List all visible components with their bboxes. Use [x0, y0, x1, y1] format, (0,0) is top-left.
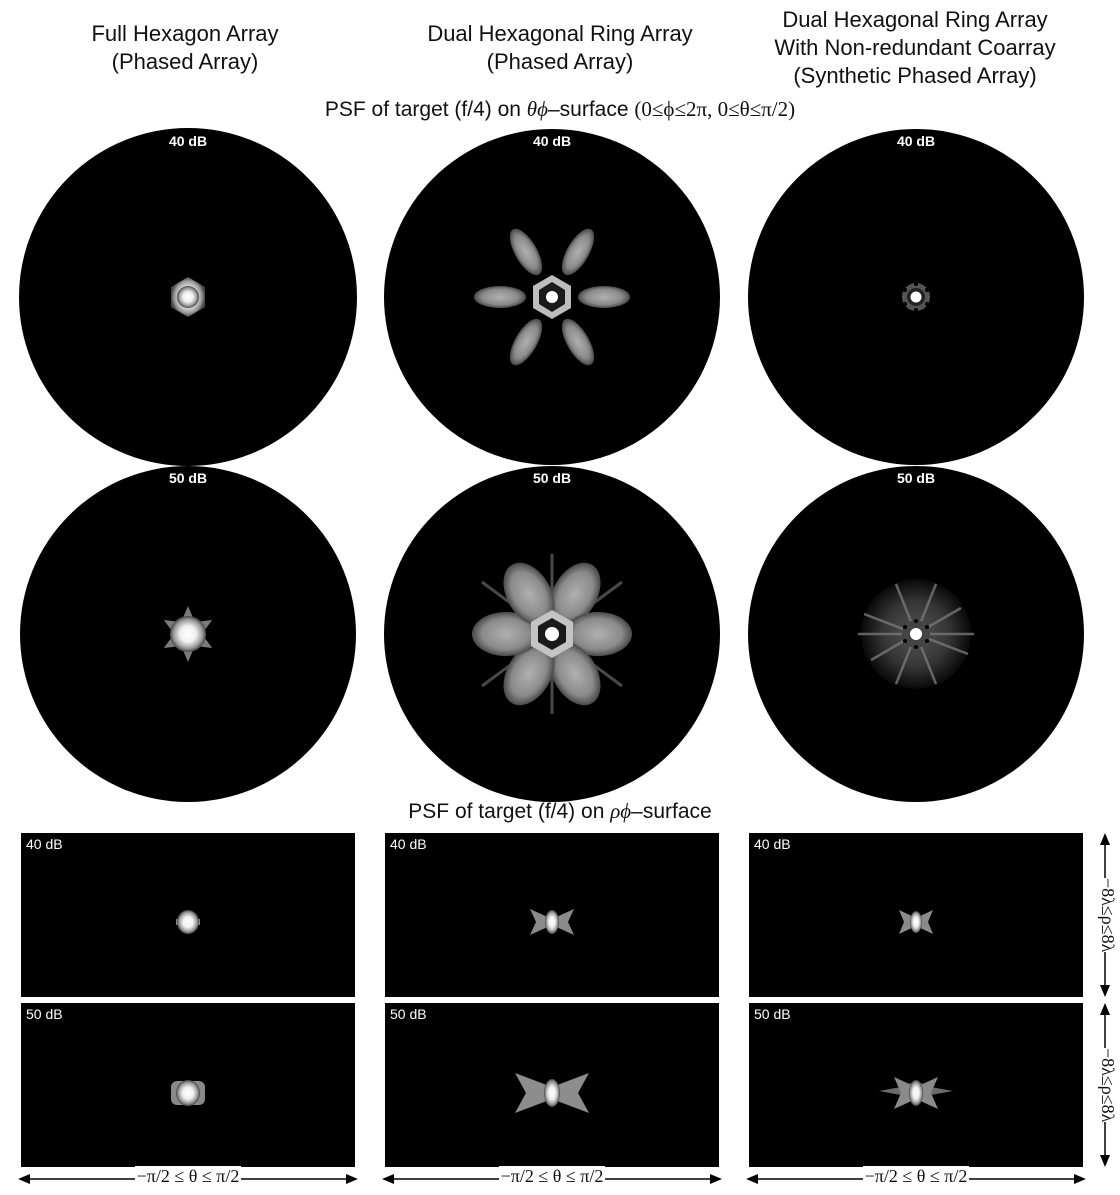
column-title-dual-ring: Dual Hexagonal Ring Array (Phased Array)	[390, 20, 730, 76]
rho-range-label: −8λ≤ρ≤8λ	[1098, 1047, 1118, 1123]
theta-range-label: −π/2 ≤ θ ≤ π/2	[498, 1166, 606, 1186]
theta-range-label: −π/2 ≤ θ ≤ π/2	[134, 1166, 242, 1186]
db-label: 50 dB	[26, 1006, 63, 1022]
psf-panel-full-hexagon-40db: 40 dB	[21, 833, 355, 997]
column-title-dual-ring-nonredundant: Dual Hexagonal Ring Array With Non-redun…	[745, 6, 1085, 90]
db-label: 50 dB	[168, 470, 208, 486]
psf-panel-dual-ring-40db: 40 dB	[385, 833, 719, 997]
psf-panel-full-hexagon-50db: 50 dB	[21, 1003, 355, 1167]
title-line: Dual Hexagonal Ring Array	[427, 21, 693, 46]
rho-range-label: −8λ≤ρ≤8λ	[1098, 877, 1118, 953]
db-label: 40 dB	[390, 836, 427, 852]
psf-circle-dual-ring-nonredundant-50db: 50 dB	[746, 464, 1086, 804]
psf-circle-full-hexagon-50db: 50 dB	[18, 464, 358, 804]
title-range: (0≤ϕ≤2π, 0≤θ≤π/2)	[634, 97, 796, 121]
psf-circle-dual-ring-50db: 50 dB	[382, 464, 722, 804]
db-label: 40 dB	[26, 836, 63, 852]
db-label: 50 dB	[532, 470, 572, 486]
title-line: With Non-redundant Coarray	[774, 35, 1056, 60]
db-label: 40 dB	[532, 133, 572, 149]
title-line: Dual Hexagonal Ring Array	[782, 7, 1048, 32]
title-suffix: –surface	[631, 800, 712, 823]
db-label: 40 dB	[754, 836, 791, 852]
title-suffix: –surface	[547, 98, 635, 121]
rho-axis-arrow-40db: −8λ≤ρ≤8λ	[1092, 833, 1118, 997]
psf-panel-dual-ring-nonredundant-50db: 50 dB	[749, 1003, 1083, 1167]
theta-axis-arrow-1: −π/2 ≤ θ ≤ π/2	[18, 1166, 358, 1190]
db-label: 50 dB	[754, 1006, 791, 1022]
psf-panel-dual-ring-nonredundant-40db: 40 dB	[749, 833, 1083, 997]
title-line: (Phased Array)	[486, 49, 634, 74]
db-label: 50 dB	[896, 470, 936, 486]
theta-phi-section-title: PSF of target (f/4) on θϕ–surface (0≤ϕ≤2…	[0, 97, 1120, 122]
db-label: 50 dB	[390, 1006, 427, 1022]
title-prefix: PSF of target (f/4) on	[408, 800, 611, 823]
title-prefix: PSF of target (f/4) on	[324, 98, 527, 121]
title-math: ρϕ	[610, 799, 632, 823]
title-line: (Phased Array)	[111, 49, 259, 74]
psf-panel-dual-ring-50db: 50 dB	[385, 1003, 719, 1167]
theta-axis-arrow-2: −π/2 ≤ θ ≤ π/2	[382, 1166, 722, 1190]
psf-circle-dual-ring-40db: 40 dB	[382, 127, 722, 467]
title-math: θϕ	[526, 97, 548, 121]
psf-circle-full-hexagon-40db: 40 dB	[18, 127, 358, 467]
column-title-full-hexagon: Full Hexagon Array (Phased Array)	[15, 20, 355, 76]
rho-phi-section-title: PSF of target (f/4) on ρϕ–surface	[0, 799, 1120, 824]
rho-axis-arrow-50db: −8λ≤ρ≤8λ	[1092, 1003, 1118, 1167]
db-label: 40 dB	[896, 133, 936, 149]
theta-axis-arrow-3: −π/2 ≤ θ ≤ π/2	[746, 1166, 1086, 1190]
title-line: Full Hexagon Array	[91, 21, 279, 46]
db-label: 40 dB	[168, 133, 208, 149]
title-line: (Synthetic Phased Array)	[793, 63, 1037, 88]
theta-range-label: −π/2 ≤ θ ≤ π/2	[862, 1166, 970, 1186]
psf-circle-dual-ring-nonredundant-40db: 40 dB	[746, 127, 1086, 467]
